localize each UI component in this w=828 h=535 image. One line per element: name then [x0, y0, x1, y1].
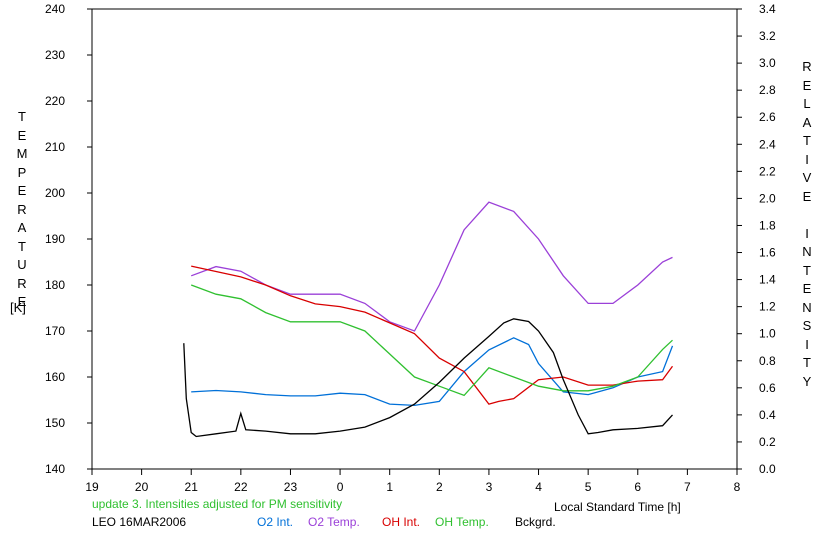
x-tick-label: 23 [284, 480, 298, 494]
x-tick-label: 2 [436, 480, 443, 494]
series-line-bckgrd [183, 318, 673, 438]
x-tick-label: 8 [734, 480, 741, 494]
right-tick-label: 3.2 [759, 29, 776, 43]
x-tick-label: 0 [337, 480, 344, 494]
x-tick-label: 5 [585, 480, 592, 494]
x-tick-label: 7 [684, 480, 691, 494]
plot-frame [91, 8, 738, 470]
right-tick-label: 1.8 [759, 218, 776, 232]
x-tick-label: 21 [185, 480, 199, 494]
x-tick-label: 6 [634, 480, 641, 494]
right-axis-ticks: 0.0 0.2 0.4 0.6 0.8 1.0 1.2 1.4 1.6 1.8 2.0 2.2 2.4 2… [737, 2, 776, 476]
right-tick-label: 0.4 [759, 408, 776, 422]
left-axis-ticks: 140 150 160 170 180 190 200 210 220 230 240 [45, 2, 92, 476]
y-axis-left-label: T E M P E R A T U R E [16, 109, 28, 309]
left-tick-label: 220 [45, 94, 65, 108]
left-tick-label: 160 [45, 370, 65, 384]
legend-oh-int: OH Int. [382, 515, 421, 529]
right-tick-label: 1.0 [759, 327, 776, 341]
station-date: LEO 16MAR2006 [92, 515, 187, 529]
legend-bckgrd: Bckgrd. [515, 515, 556, 529]
right-tick-label: 2.6 [759, 110, 776, 124]
legend-oh-temp: OH Temp. [435, 515, 489, 529]
x-tick-label: 3 [486, 480, 493, 494]
left-tick-label: 210 [45, 140, 65, 154]
left-tick-label: 150 [45, 416, 65, 430]
right-tick-label: 3.0 [759, 56, 776, 70]
right-tick-label: 3.4 [759, 2, 776, 16]
right-tick-label: 2.0 [759, 191, 776, 205]
x-tick-label: 4 [535, 480, 542, 494]
x-axis-ticks: 19 20 21 22 23 0 1 2 3 4 5 6 7 8 [85, 469, 741, 494]
right-tick-label: 1.2 [759, 300, 776, 314]
series-line-o2-int [191, 337, 674, 407]
right-tick-label: 2.2 [759, 164, 776, 178]
left-tick-label: 140 [45, 462, 65, 476]
right-tick-label: 0.2 [759, 435, 776, 449]
x-tick-label: 19 [85, 480, 99, 494]
right-tick-label: 2.4 [759, 137, 776, 151]
update-note: update 3. Intensities adjusted for PM se… [92, 497, 343, 511]
right-tick-label: 2.8 [759, 83, 776, 97]
right-tick-label: 0.0 [759, 462, 776, 476]
left-tick-label: 190 [45, 232, 65, 246]
series-line-oh-int [191, 265, 674, 405]
series-line-oh-temp [190, 284, 673, 397]
left-tick-label: 230 [45, 48, 65, 62]
legend-o2-int: O2 Int. [257, 515, 294, 529]
left-tick-label: 170 [45, 324, 65, 338]
right-tick-label: 0.8 [759, 354, 776, 368]
left-tick-label: 240 [45, 2, 65, 16]
x-tick-label: 22 [234, 480, 248, 494]
left-tick-label: 200 [45, 186, 65, 200]
right-tick-label: 0.6 [759, 381, 776, 395]
legend-o2-temp: O2 Temp. [308, 515, 360, 529]
x-tick-label: 20 [135, 480, 149, 494]
x-axis-label: Local Standard Time [h] [554, 500, 681, 514]
right-tick-label: 1.6 [759, 246, 776, 260]
left-tick-label: 180 [45, 278, 65, 292]
y-axis-right-label: R E L A T I V E I N T E N S I T Y [802, 59, 812, 389]
y-axis-left-unit: [K] [10, 300, 26, 315]
right-tick-label: 1.4 [759, 273, 776, 287]
x-tick-label: 1 [386, 480, 393, 494]
series-layer [183, 201, 674, 438]
